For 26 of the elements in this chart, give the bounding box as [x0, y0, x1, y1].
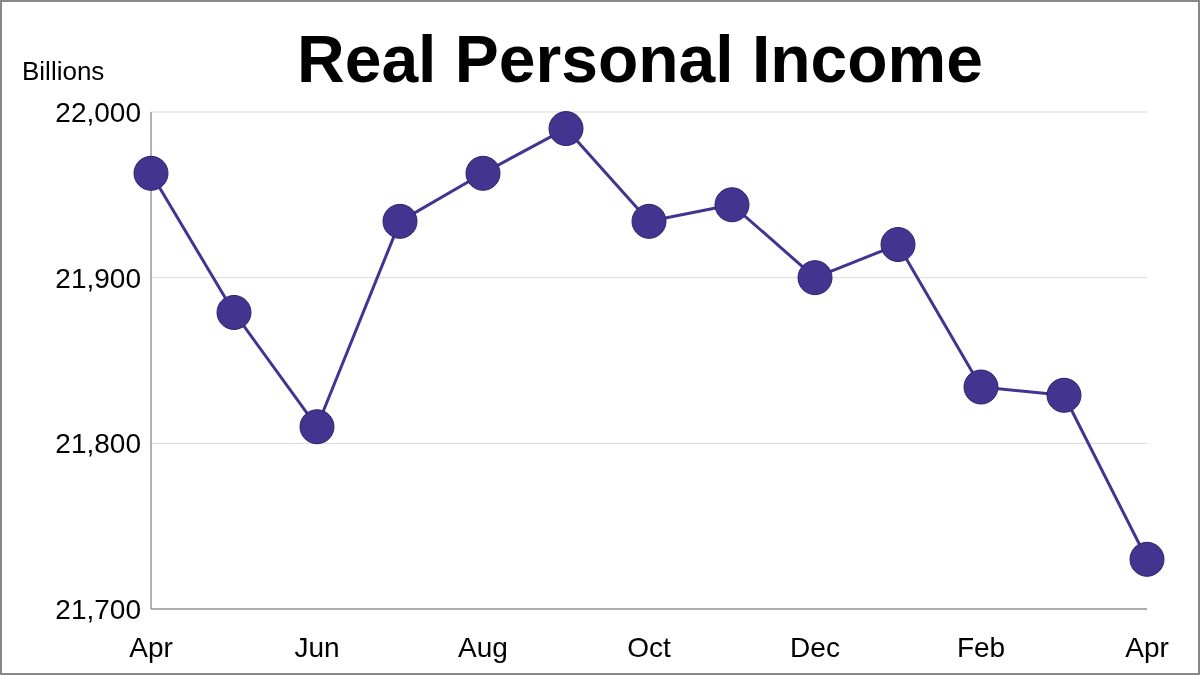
point	[714, 187, 750, 223]
point	[133, 155, 169, 191]
x-tick-label: Jun	[294, 632, 340, 663]
x-tick-label: Feb	[956, 632, 1006, 663]
point	[299, 409, 335, 445]
x-tick-label: Aug	[458, 632, 508, 663]
point	[631, 203, 667, 239]
x-tick-label: Oct	[627, 632, 671, 663]
x-tick-label: Dec	[790, 632, 840, 663]
x-tick-label: Apr	[1125, 632, 1169, 663]
point	[1046, 377, 1082, 413]
y-tick-label: 21,700	[55, 594, 141, 625]
x-tick-label: Apr	[129, 632, 173, 663]
point	[963, 369, 999, 405]
y-tick-label: 21,900	[55, 262, 141, 294]
point	[465, 155, 501, 191]
y-tick-label: 21,800	[55, 428, 141, 460]
y-axis-title: Billions	[22, 56, 105, 86]
point	[797, 260, 833, 296]
point	[1129, 541, 1165, 577]
point	[216, 294, 252, 330]
y-tick-label: 22,000	[55, 97, 141, 128]
point	[382, 203, 418, 239]
chart-title: Real Personal Income	[297, 22, 983, 96]
point	[880, 227, 916, 263]
point	[548, 111, 584, 147]
